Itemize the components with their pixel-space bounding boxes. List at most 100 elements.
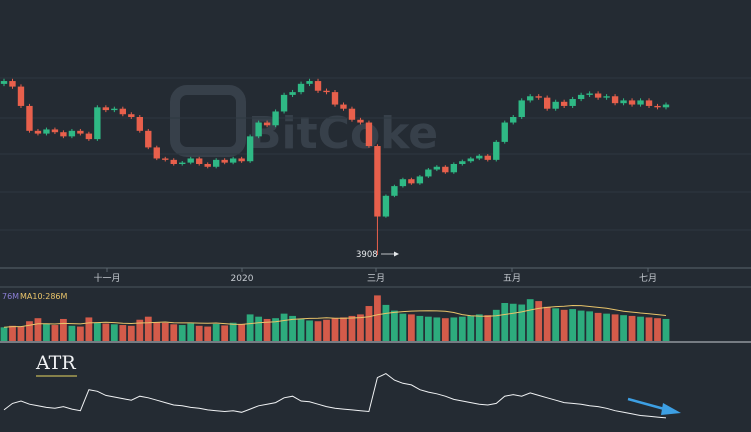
volume-bar (433, 317, 441, 341)
volume-bar (60, 318, 67, 341)
candle-body (170, 159, 177, 164)
volume-bar (9, 325, 16, 341)
volume-bar (518, 304, 526, 341)
candle-body (543, 97, 551, 109)
candle-body (179, 162, 186, 164)
x-tick-label: 五月 (503, 273, 521, 284)
volume-bar (348, 315, 356, 341)
volume-bar (552, 308, 560, 341)
volume-bar (238, 324, 246, 341)
volume-bar (365, 306, 373, 341)
volume-bar (280, 313, 288, 341)
candle-body (577, 94, 585, 100)
volume-legend-ma10: MA10:286M (20, 292, 68, 301)
volume-bar (475, 314, 483, 341)
candle-body (340, 104, 347, 109)
volume-bar (153, 322, 161, 341)
candle-body (26, 105, 33, 131)
volume-bar (662, 318, 670, 341)
volume-bar (577, 310, 585, 341)
volume-bar (560, 309, 568, 341)
candle-body (552, 101, 559, 109)
watermark-text: BitCoke (248, 108, 438, 159)
volume-bar (594, 312, 602, 341)
x-tick-label: 七月 (639, 273, 657, 284)
volume-bar (306, 320, 313, 341)
volume-bar (221, 325, 229, 341)
candle-body (399, 179, 407, 187)
candle-body (442, 166, 449, 173)
candle-body (289, 92, 296, 95)
volume-bar (357, 314, 364, 341)
candle-body (153, 147, 160, 159)
candle-body (136, 117, 143, 131)
candle-body (467, 158, 474, 162)
volume-bar (110, 324, 118, 341)
x-tick-label: 三月 (367, 273, 385, 284)
candle-body (229, 158, 237, 163)
candle-body (408, 179, 415, 184)
candle-body (314, 81, 322, 91)
candle-body (94, 107, 101, 140)
volume-bar (424, 316, 432, 341)
volume-bar (119, 325, 127, 341)
volume-bar (68, 325, 76, 341)
candle-body (246, 136, 254, 162)
candle-body (611, 96, 619, 104)
volume-ma-path (3, 304, 667, 328)
volume-bar (51, 325, 59, 341)
candle-body (510, 117, 517, 123)
volume-bar (272, 318, 279, 341)
candle-body (263, 122, 271, 126)
candle-body (102, 107, 110, 111)
candle-body (0, 81, 8, 84)
candle-body (255, 122, 262, 137)
candle-body (603, 96, 610, 98)
volume-bar (458, 316, 466, 341)
volume-bar (144, 316, 152, 341)
candle-body (382, 195, 390, 217)
candle-body (43, 129, 50, 134)
volume-bar (484, 315, 492, 341)
candle-body (501, 122, 508, 142)
volume-bar (289, 315, 296, 341)
volume-bar (331, 318, 339, 341)
volume-bar (127, 325, 135, 341)
volume-bar (170, 324, 178, 341)
volume-bar (102, 323, 110, 341)
candle-body (221, 159, 228, 163)
candle-body (51, 129, 59, 133)
volume-bar (441, 318, 449, 341)
candle-body (391, 186, 398, 196)
candle-body (637, 100, 644, 105)
volume-bar (204, 326, 212, 341)
volume-bar (187, 323, 195, 341)
volume-bar (212, 323, 220, 341)
volume-bar (569, 309, 577, 341)
volume-bar (407, 314, 415, 341)
candle-body (9, 81, 16, 87)
volume-bar (450, 317, 458, 341)
candle-body (518, 100, 525, 117)
candle-body (348, 108, 356, 120)
candle-body (425, 169, 432, 177)
candle-body (60, 132, 67, 137)
volume-bar (161, 322, 169, 341)
volume-bar (263, 318, 271, 341)
x-axis: 十一月 2020 三月 五月 七月 (93, 268, 657, 284)
candle-body (535, 96, 542, 98)
candle-body (68, 130, 76, 137)
candle-body (212, 159, 220, 167)
volume-bar (76, 326, 84, 341)
candle-body (85, 133, 93, 140)
candle-body (374, 146, 381, 217)
volume-bar (535, 301, 543, 341)
volume-bar (17, 326, 25, 341)
volume-bar (382, 304, 390, 341)
volume-bars (0, 295, 670, 341)
volume-bar (26, 321, 33, 341)
candle-body (187, 158, 194, 163)
volume-bar (297, 318, 305, 341)
candle-body (365, 122, 373, 147)
